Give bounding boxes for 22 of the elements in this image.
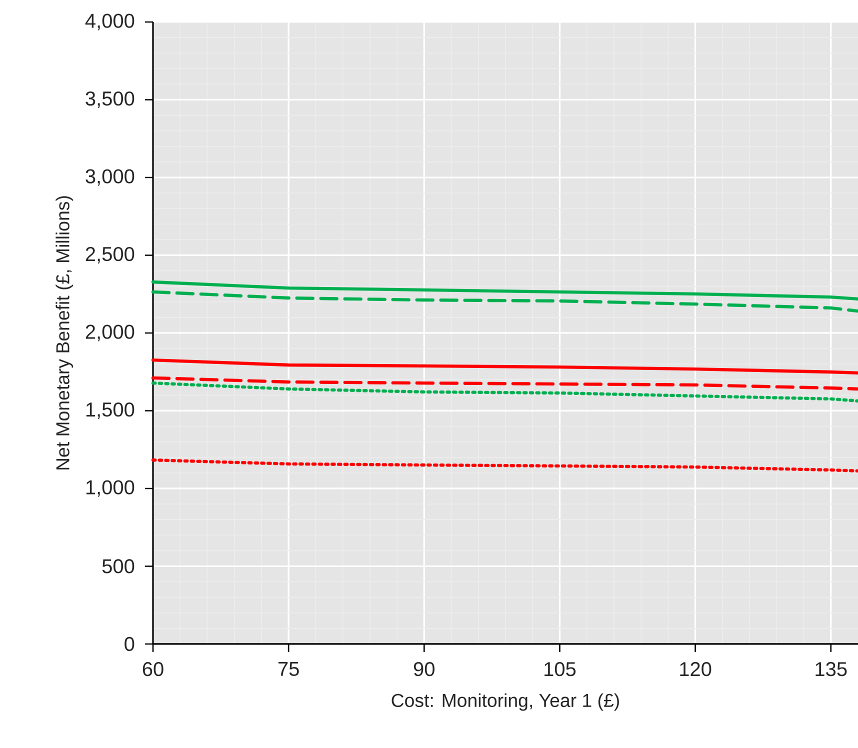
x-tick-label: 60 [142,662,164,676]
x-tick-label: 120 [680,662,712,676]
y-tick-label: 3,500 [86,91,134,108]
y-tick-label: 2,000 [86,324,134,342]
x-tick-label: 105 [544,662,576,676]
line-series [151,458,858,473]
y-tick-label: 0 [124,636,134,652]
x-axis-title: Cost: Monitoring, Year 1 (£) [392,693,619,711]
x-tick-label: 90 [414,662,434,676]
x-tick-label: 135 [816,662,847,676]
y-axis-title: Net Monetary Benefit (£, Millions) [56,196,74,470]
line-series [151,358,858,375]
line-series [151,376,858,391]
y-tick-label: 2,500 [86,246,134,264]
y-tick-label: 1,000 [86,480,134,497]
y-tick-label: 1,500 [86,402,134,419]
line-series [151,280,858,301]
y-tick-label: 4,000 [85,14,134,30]
y-tick-label: 3,000 [86,169,134,186]
x-tick-label: 75 [278,662,299,676]
line-series [151,290,858,313]
y-tick-label: 500 [102,559,134,574]
